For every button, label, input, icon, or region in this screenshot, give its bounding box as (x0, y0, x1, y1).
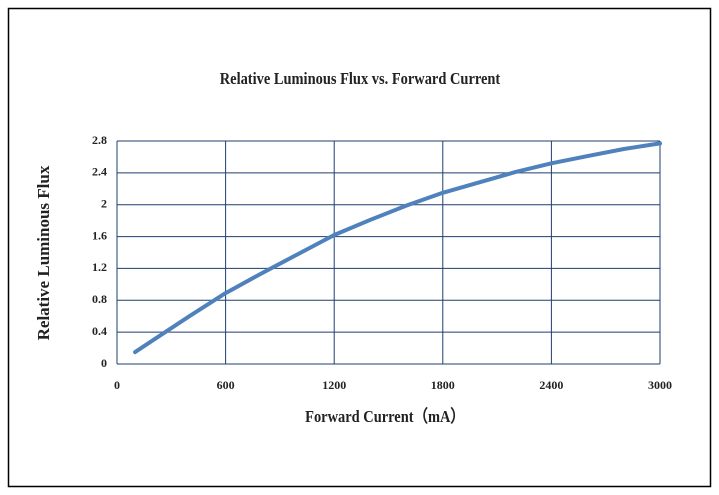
y-tick-label: 0 (101, 356, 107, 370)
y-tick-label: 0.8 (92, 292, 107, 306)
y-axis-label: Relative Luminous Flux (34, 165, 53, 340)
x-tick-label: 2400 (539, 378, 563, 392)
y-tick-label: 1.2 (92, 260, 107, 274)
x-tick-label: 1200 (322, 378, 346, 392)
chart-title: Relative Luminous Flux vs. Forward Curre… (220, 70, 501, 88)
x-tick-label: 0 (114, 378, 120, 392)
series-line (133, 141, 662, 355)
x-tick-label: 3000 (648, 378, 672, 392)
x-tick-label: 600 (217, 378, 235, 392)
y-tick-label: 2 (101, 196, 107, 210)
y-tick-label: 0.4 (92, 324, 107, 338)
y-tick-label: 2.8 (92, 133, 107, 147)
y-tick-label: 1.6 (92, 228, 107, 242)
y-tick-label: 2.4 (92, 165, 107, 179)
x-tick-label: 1800 (431, 378, 455, 392)
frame (7, 7, 712, 488)
x-axis-label: Forward Current（mA） (305, 407, 465, 426)
